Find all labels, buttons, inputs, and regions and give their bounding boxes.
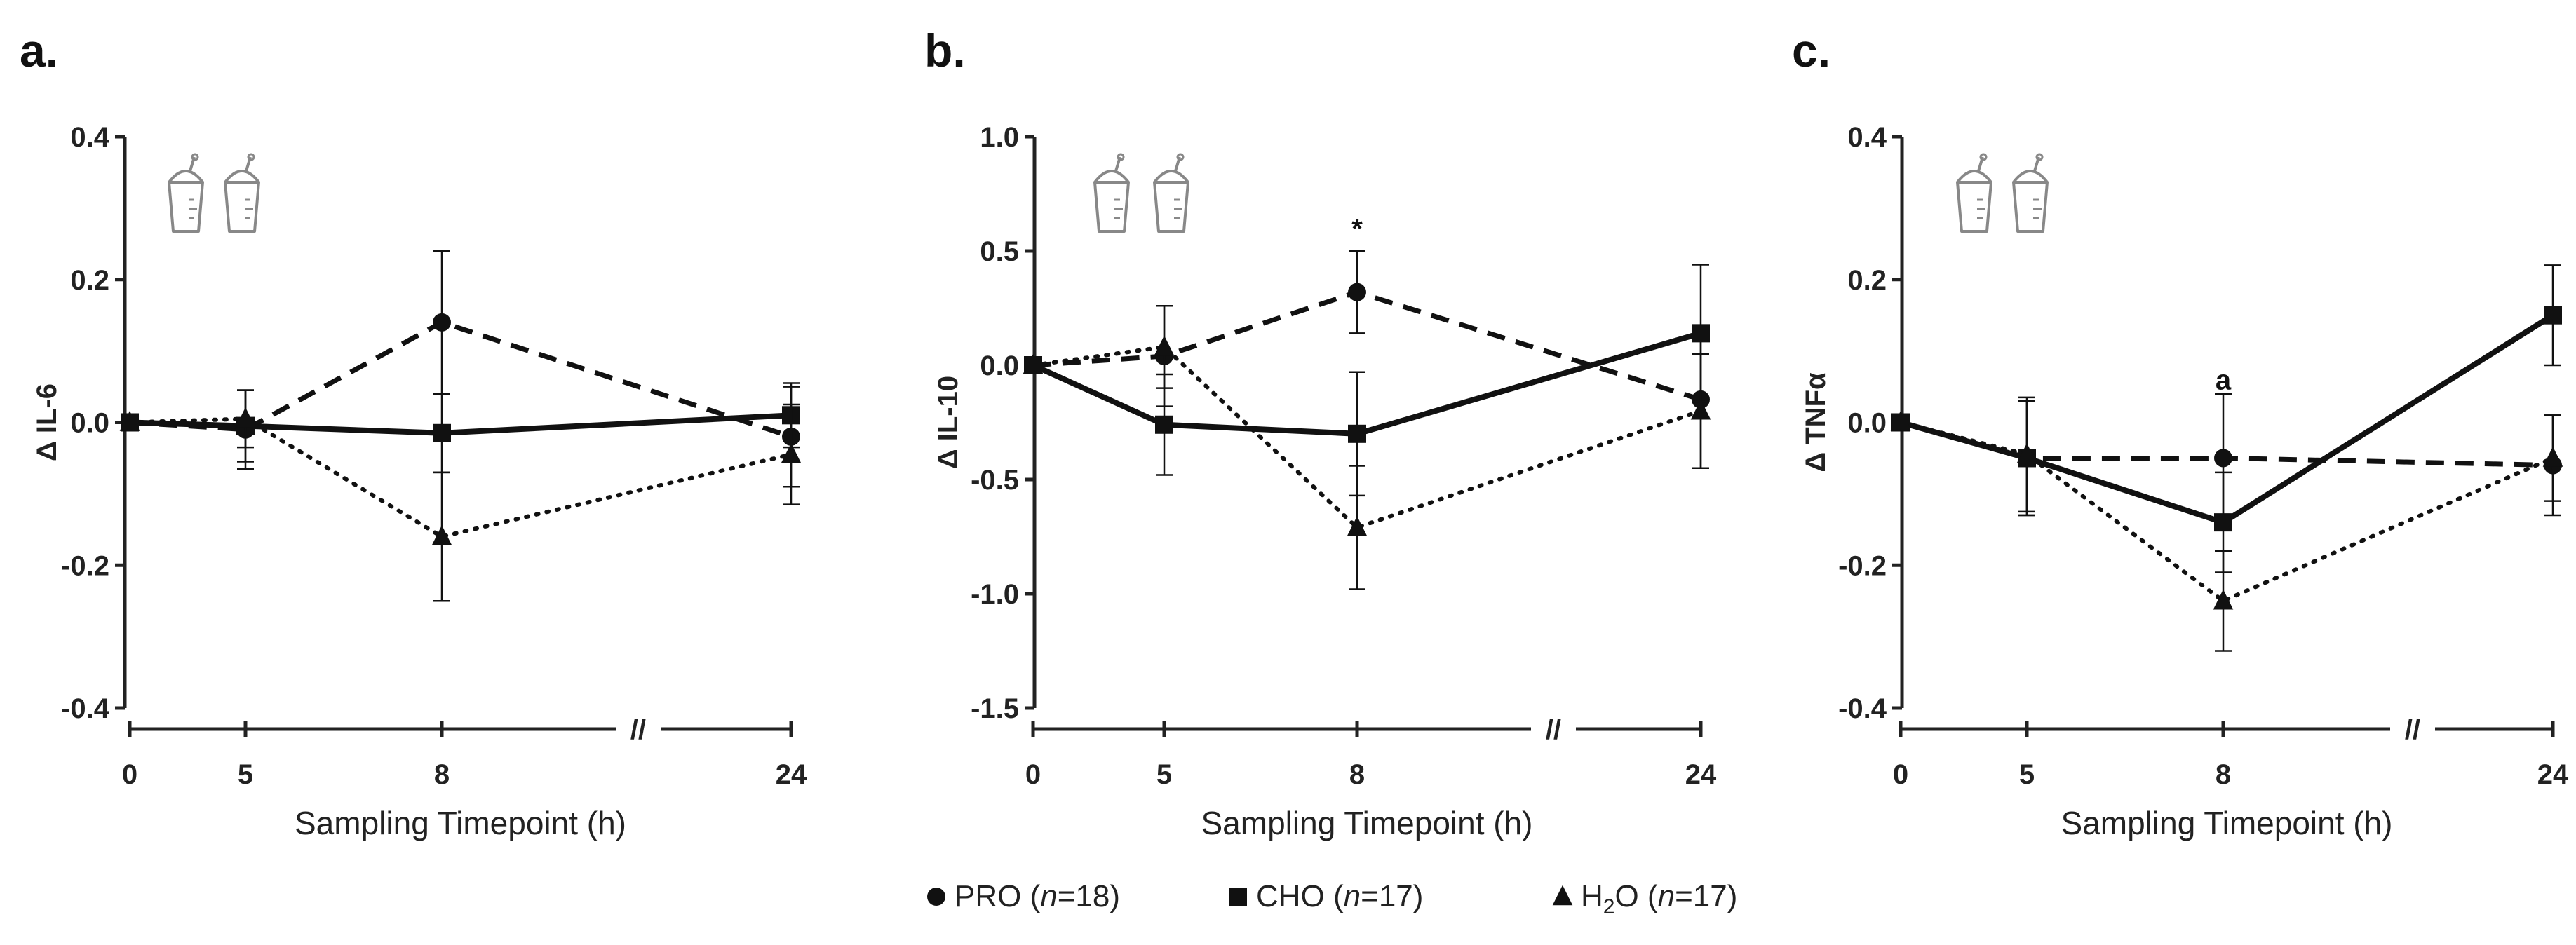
y-tick-label: 0.5 — [980, 236, 1019, 267]
x-tick-label: 24 — [776, 759, 807, 790]
data-point-h2o — [2213, 589, 2234, 610]
series-h2o — [1023, 304, 1711, 590]
legend-marker-h2o — [1552, 885, 1573, 906]
data-point-h2o — [2542, 447, 2563, 467]
legend-entry-h2o: H2O (n=17) — [1552, 879, 1737, 918]
x-tick-label: 24 — [2537, 759, 2569, 790]
chart-panel-3: c. -0.4 -0.2 0.0 0.2 0.4 Δ TNFα // 0 5 8 24 Sampling… — [1792, 25, 2569, 841]
legend-marker-cho — [1229, 888, 1247, 906]
panel-letter: b. — [924, 25, 966, 76]
series-cho — [1891, 264, 2562, 573]
series-line-h2o — [1031, 344, 1703, 530]
y-tick-label: -0.5 — [971, 465, 1019, 496]
data-point-cho — [1692, 324, 1710, 343]
data-point-h2o — [119, 411, 140, 431]
x-tick-label: 8 — [2216, 759, 2231, 790]
x-tick-label: 8 — [434, 759, 450, 790]
data-point-h2o — [431, 525, 452, 545]
legend-marker-pro — [927, 888, 945, 906]
series-line-h2o — [1899, 420, 2555, 604]
axis-break-mark: // — [630, 714, 646, 745]
x-axis-title: Sampling Timepoint (h) — [295, 805, 626, 841]
drink-cup-icon — [2012, 153, 2049, 233]
series-line-h2o — [128, 416, 793, 539]
drink-cup-icon — [1153, 153, 1189, 233]
series-pro — [1891, 393, 2562, 524]
data-point-cho — [2544, 306, 2562, 325]
data-point-cho — [433, 423, 451, 442]
legend: PRO (n=18) CHO (n=17) H2O (n=17) — [927, 879, 1737, 918]
data-point-h2o — [781, 442, 802, 463]
y-axis-title: Δ IL-10 — [933, 376, 964, 469]
data-point-h2o — [1347, 516, 1368, 536]
series-line-cho — [1899, 313, 2555, 526]
data-point-h2o — [1154, 335, 1175, 356]
chart-panel-2: b. -1.5 -1.0 -0.5 0.0 0.5 1.0 Δ IL-10 // 0 5 8 24 Sam… — [924, 25, 1717, 841]
panel-letter: a. — [20, 25, 58, 76]
x-tick-label: 0 — [122, 759, 137, 790]
y-axis-title: Δ TNFα — [1800, 372, 1831, 472]
axis-break-mark: // — [2405, 714, 2420, 745]
data-point-pro — [2214, 449, 2232, 468]
drink-cup-icon — [1956, 153, 1992, 233]
x-tick-label: 0 — [1025, 759, 1041, 790]
series-pro — [121, 250, 800, 488]
legend-label: CHO (n=17) — [1256, 879, 1423, 913]
x-axis-title: Sampling Timepoint (h) — [1201, 805, 1533, 841]
y-tick-label: -0.2 — [1838, 550, 1887, 581]
series-line-cho — [1032, 330, 1702, 437]
x-tick-label: 24 — [1685, 759, 1717, 790]
data-point-cho — [2214, 513, 2232, 532]
y-tick-label: -0.4 — [1838, 693, 1887, 724]
y-tick-label: 0.4 — [1847, 122, 1887, 153]
data-point-h2o — [235, 407, 256, 428]
series-h2o — [119, 389, 802, 602]
y-tick-label: -0.4 — [61, 693, 110, 724]
y-tick-label: -1.5 — [971, 693, 1019, 724]
x-tick-label: 5 — [2019, 759, 2035, 790]
legend-entry-cho: CHO (n=17) — [1229, 879, 1423, 913]
x-tick-label: 5 — [238, 759, 253, 790]
axis-break-mark: // — [1546, 714, 1561, 745]
x-axis-title: Sampling Timepoint (h) — [2061, 805, 2393, 841]
x-tick-label: 8 — [1349, 759, 1365, 790]
data-point-h2o — [1023, 353, 1044, 374]
legend-entry-pro: PRO (n=18) — [927, 879, 1120, 913]
y-tick-label: -0.2 — [61, 550, 109, 581]
data-point-pro — [1348, 283, 1366, 301]
y-tick-label: -1.0 — [971, 579, 1019, 610]
series-h2o — [1890, 396, 2563, 652]
legend-label: PRO (n=18) — [955, 879, 1120, 913]
data-point-cho — [1155, 415, 1173, 434]
x-tick-label: 5 — [1156, 759, 1172, 790]
data-point-h2o — [1690, 399, 1711, 420]
y-tick-label: 0.2 — [1847, 265, 1887, 296]
drink-cup-icon — [1093, 153, 1130, 233]
series-line-cho — [129, 412, 792, 436]
y-tick-label: 0.2 — [70, 265, 109, 296]
series-cho — [121, 382, 800, 474]
data-point-h2o — [2016, 442, 2037, 463]
panel-letter: c. — [1792, 25, 1830, 76]
panels: a. -0.4 -0.2 0.0 0.2 0.4 Δ IL-6 // 0 5 8 24 Sampling… — [20, 25, 2569, 841]
series-line-pro — [1032, 290, 1702, 402]
y-tick-label: 0.4 — [70, 122, 109, 153]
data-point-pro — [433, 313, 451, 332]
series-cho — [1024, 264, 1710, 497]
x-tick-label: 0 — [1893, 759, 1908, 790]
data-point-h2o — [1890, 411, 1911, 431]
y-tick-label: 0.0 — [980, 351, 1019, 381]
y-tick-label: 1.0 — [980, 122, 1019, 153]
y-tick-label: 0.0 — [1847, 408, 1887, 439]
data-point-cho — [1348, 424, 1366, 443]
drink-cup-icon — [224, 153, 260, 233]
significance-annotation: * — [1351, 213, 1363, 244]
significance-annotation: a — [2216, 365, 2232, 395]
chart-panel-1: a. -0.4 -0.2 0.0 0.2 0.4 Δ IL-6 // 0 5 8 24 Sampling… — [20, 25, 807, 841]
legend-label: H2O (n=17) — [1581, 879, 1737, 918]
y-tick-label: 0.0 — [70, 408, 109, 439]
drink-cup-icon — [168, 153, 204, 233]
y-axis-title: Δ IL-6 — [32, 383, 62, 461]
